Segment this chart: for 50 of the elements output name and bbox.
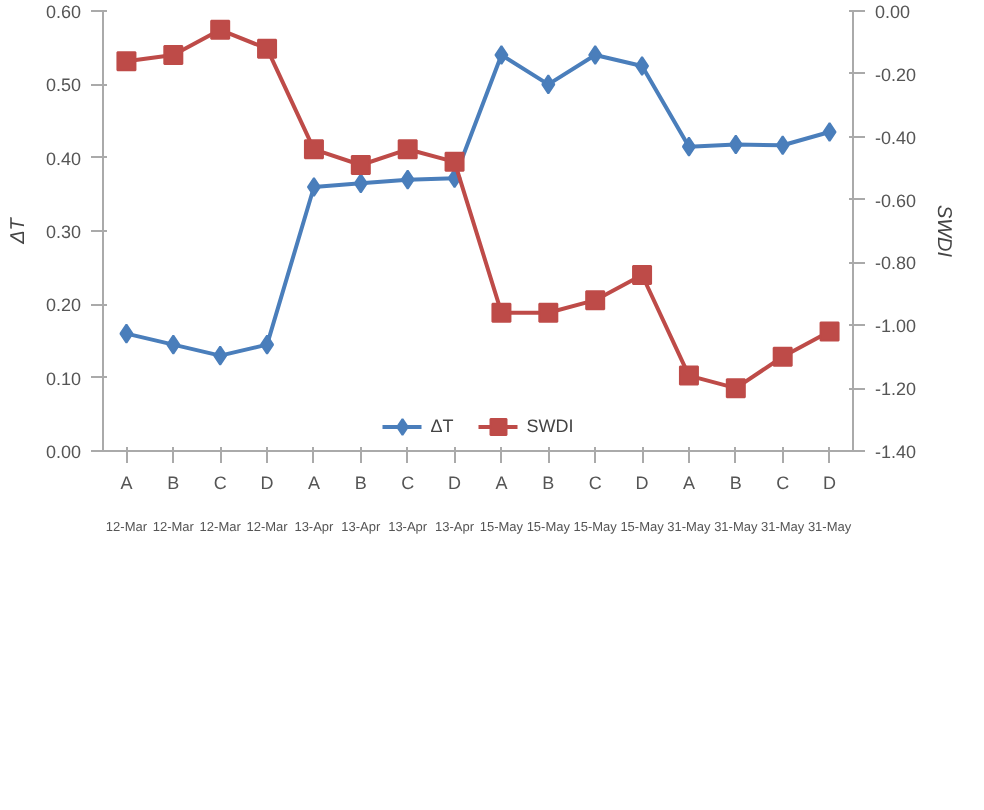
y2-tick-label: -0.40 xyxy=(875,127,917,148)
point xyxy=(350,155,371,175)
y2-axis-title: SWDI xyxy=(932,204,955,258)
point xyxy=(678,365,699,386)
point xyxy=(728,134,743,155)
point xyxy=(397,139,418,160)
point xyxy=(400,169,415,190)
point xyxy=(213,345,228,366)
y-tick-label: 0.60 xyxy=(45,2,82,22)
point xyxy=(775,135,790,156)
point xyxy=(306,177,321,197)
point xyxy=(166,334,181,355)
point xyxy=(819,321,840,342)
point xyxy=(538,302,559,323)
y-tick-label: 0.50 xyxy=(45,75,82,96)
y2-tick-label: -0.80 xyxy=(875,253,917,274)
point xyxy=(257,38,278,59)
legend-label: SWDI xyxy=(526,416,574,436)
point xyxy=(588,45,603,65)
point xyxy=(632,265,653,285)
point xyxy=(210,19,231,40)
point xyxy=(260,334,275,355)
point xyxy=(119,323,134,344)
y2-tick-label: -1.00 xyxy=(875,316,917,337)
y2-tick-label: 0.00 xyxy=(875,2,911,22)
point xyxy=(772,346,793,367)
point xyxy=(116,51,137,72)
y2-tick-label: -1.20 xyxy=(875,379,917,400)
point xyxy=(494,45,509,65)
y-axis-title: ΔT xyxy=(7,216,30,246)
point xyxy=(444,151,465,172)
y-tick-label: 0.20 xyxy=(45,295,82,316)
point xyxy=(822,122,837,142)
point xyxy=(585,290,606,311)
point xyxy=(541,74,556,95)
point xyxy=(681,136,696,157)
y2-tick-label: -0.20 xyxy=(875,64,917,85)
point xyxy=(491,302,512,323)
y-tick-label: 0.00 xyxy=(45,442,82,462)
y-tick-label: 0.30 xyxy=(45,222,82,242)
point xyxy=(303,139,324,160)
point xyxy=(353,173,368,194)
y2-tick-label: -1.40 xyxy=(875,442,917,462)
point xyxy=(725,378,746,399)
legend-label: ΔT xyxy=(430,416,456,436)
point xyxy=(163,45,184,65)
y2-tick-label: -0.60 xyxy=(875,190,917,211)
point xyxy=(635,56,650,76)
y-tick-label: 0.40 xyxy=(45,148,82,169)
y-tick-label: 0.10 xyxy=(45,368,82,389)
